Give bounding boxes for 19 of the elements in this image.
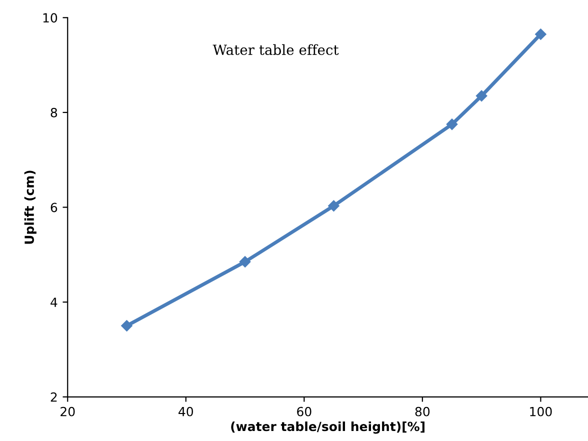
y-tick-label: 10	[43, 13, 58, 23]
y-axis-title: Uplift (cm)	[24, 170, 36, 244]
point	[535, 28, 546, 40]
x-axis-title: (water table/soil height)[%]	[231, 422, 424, 434]
y-tick-label: 8	[50, 108, 58, 118]
x-tick-label: 80	[415, 406, 430, 416]
y-tick-label: 4	[50, 298, 58, 307]
text: Water table effect	[212, 44, 339, 56]
point	[328, 200, 340, 212]
point	[239, 256, 251, 268]
x-tick-label: 20	[60, 406, 75, 416]
x-tick-label: 40	[178, 406, 194, 416]
y-tick-label: 2	[50, 392, 57, 402]
point	[476, 90, 488, 102]
y-tick-label: 6	[50, 202, 58, 212]
x-tick-label: 100	[530, 406, 552, 416]
point	[121, 320, 132, 332]
x-tick-label: 60	[297, 406, 312, 416]
point	[446, 118, 458, 130]
